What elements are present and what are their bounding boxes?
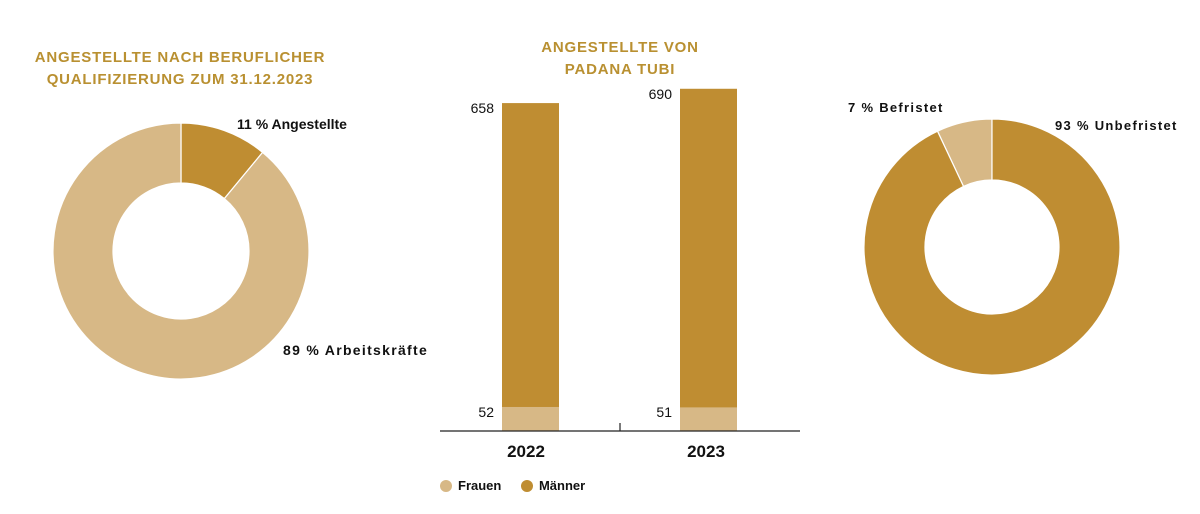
legend-label-maenner: Männer xyxy=(538,478,586,493)
bar-value-label-2022-maenner: 658 xyxy=(471,100,495,116)
legend-swatch-frauen xyxy=(440,479,452,492)
title-line-2: PADANA TUBI xyxy=(564,61,676,78)
bar-value-label-2022-frauen: 52 xyxy=(478,404,494,420)
chart-title-qualification: ANGESTELLTE NACH BERUFLICHER QUALIFIZIER… xyxy=(20,47,340,91)
bar-2023-maenner xyxy=(680,88,737,408)
title-line-1: ANGESTELLTE NACH BERUFLICHER xyxy=(34,49,326,66)
slice-label-angestellte: 11 % Angestellte xyxy=(237,116,347,132)
qualification-slice-arbeitskr-fte xyxy=(52,122,310,380)
slice-label-arbeitskraefte: 89 % Arbeitskräfte xyxy=(283,342,429,358)
legend-label-frauen: Frauen xyxy=(458,478,502,493)
title-line-1: ANGESTELLTE VON xyxy=(541,39,699,56)
chart-title-employees: ANGESTELLTE VON PADANA TUBI xyxy=(470,37,770,81)
legend-item-maenner: Männer xyxy=(520,478,586,493)
legend-item-frauen: Frauen xyxy=(440,478,501,493)
legend: Frauen Männer xyxy=(440,478,601,495)
title-line-2: QUALIFIZIERUNG ZUM 31.12.2023 xyxy=(46,71,314,88)
legend-swatch-maenner xyxy=(520,479,533,492)
bar-value-label-2023-frauen: 51 xyxy=(656,404,672,420)
x-tick-label-2023: 2023 xyxy=(687,442,725,461)
bar-2022-maenner xyxy=(502,103,559,407)
bar-2023-frauen xyxy=(680,407,737,431)
contract-slice-unbefristet xyxy=(863,118,1121,376)
x-tick-label-2022: 2022 xyxy=(507,442,545,461)
slice-label-befristet: 7 % Befristet xyxy=(848,100,944,115)
bar-2022-frauen xyxy=(502,406,559,431)
slice-label-unbefristet: 93 % Unbefristet xyxy=(1055,118,1178,133)
bar-value-label-2023-maenner: 690 xyxy=(649,86,673,102)
